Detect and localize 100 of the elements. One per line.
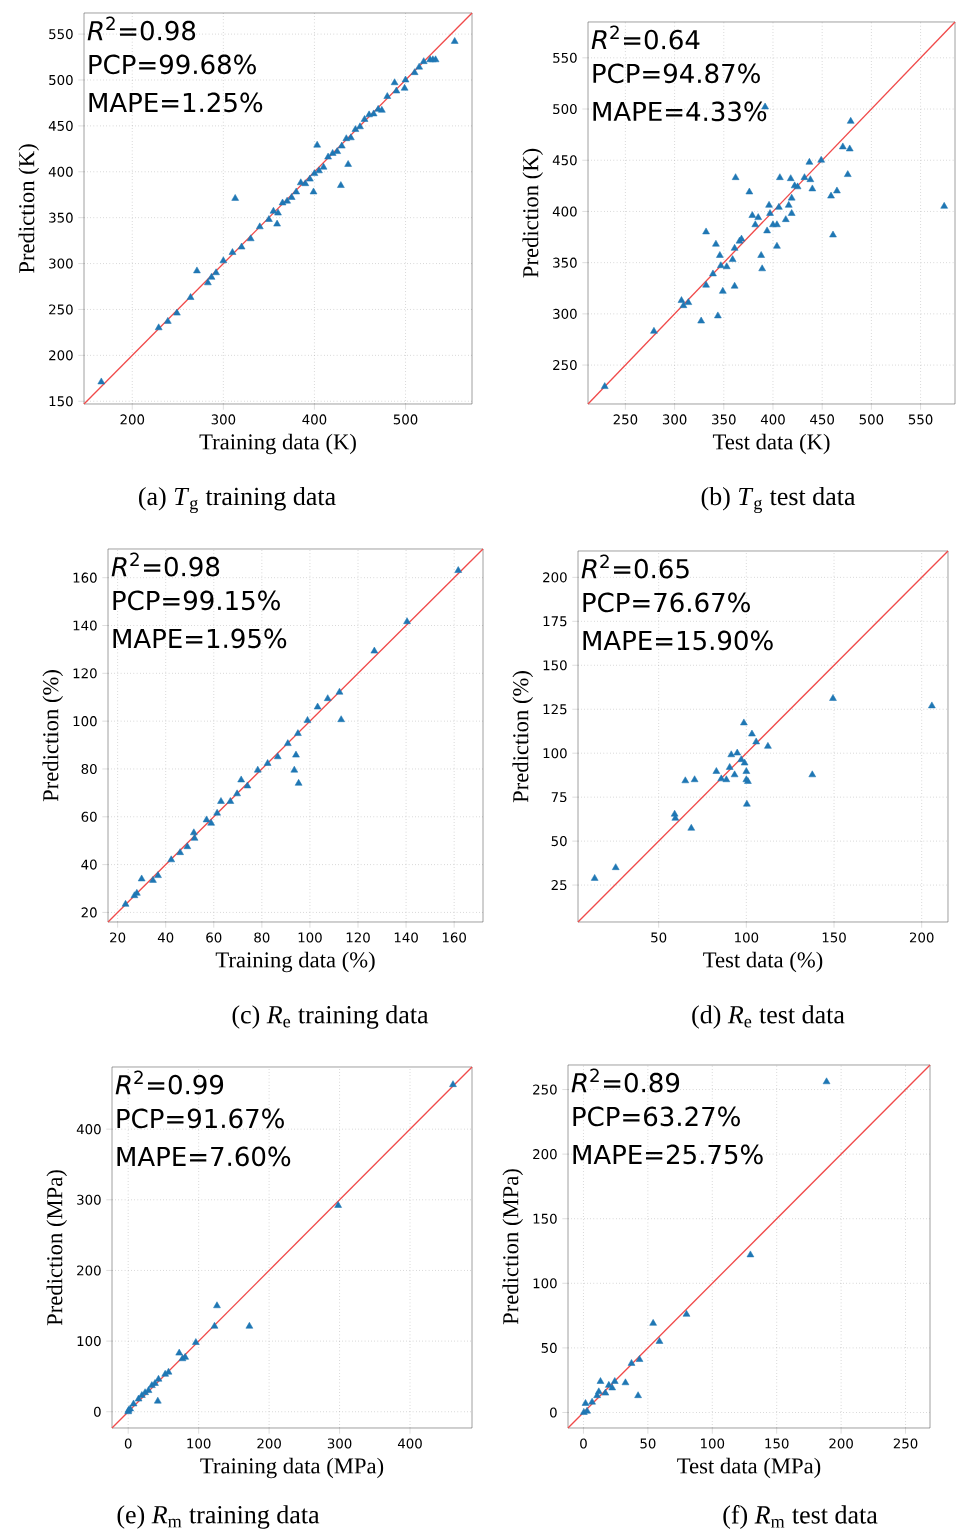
y-axis-title: Prediction (MPa) — [46, 1170, 67, 1326]
y-tick-label: 500 — [553, 103, 577, 115]
y-tick-label: 300 — [77, 1194, 101, 1205]
x-tick-label: 200 — [829, 1438, 853, 1449]
y-axis-title: Prediction (K) — [18, 144, 39, 273]
x-tick-label: 350 — [712, 414, 736, 425]
x-tick-label: 200 — [120, 414, 145, 425]
x-tick-label: 0 — [580, 1438, 587, 1449]
y-tick-label: 120 — [73, 668, 97, 679]
y-tick-label: 80 — [81, 763, 97, 775]
x-tick-label: 400 — [397, 1438, 422, 1449]
y-tick-label: 140 — [73, 620, 97, 631]
y-tick-label: 100 — [543, 748, 567, 759]
y-tick-label: 200 — [543, 572, 567, 583]
y-tick-label: 500 — [49, 74, 73, 86]
y-tick-label: 250 — [49, 304, 73, 315]
annotation: R$^{2}$=0.99 — [115, 1070, 224, 1095]
annotation: MAPE=7.60% — [117, 1146, 291, 1167]
x-tick-label: 300 — [327, 1438, 352, 1449]
x-axis-title: Training data (MPa) — [200, 1457, 384, 1479]
x-tick-label: 250 — [613, 414, 638, 425]
x-tick-label: 250 — [893, 1438, 918, 1449]
x-tick-label: 200 — [257, 1438, 281, 1449]
y-axis-title: Prediction (%) — [512, 671, 533, 803]
annotation: MAPE=1.25% — [89, 92, 263, 113]
annotation: PCP=76.67% — [583, 592, 750, 613]
x-tick-label: 150 — [822, 932, 846, 943]
annotation: R$^{2}$=0.98 — [111, 552, 220, 577]
annotation: MAPE=1.95% — [113, 628, 287, 649]
x-tick-label: 100 — [735, 932, 759, 943]
y-tick-label: 0 — [550, 1407, 557, 1418]
y-tick-label: 250 — [533, 1084, 557, 1095]
annotation: R$^{2}$=0.64 — [591, 25, 700, 50]
y-tick-label: 20 — [81, 907, 97, 918]
x-axis-title: Test data (K) — [712, 433, 830, 455]
text: (a) T$_{g}$ training data — [139, 486, 336, 514]
x-tick-label: 160 — [442, 932, 466, 943]
x-tick-label: 300 — [662, 414, 687, 425]
x-tick-label: 550 — [908, 414, 933, 425]
y-tick-label: 200 — [533, 1149, 557, 1160]
y-tick-label: 200 — [77, 1265, 101, 1276]
text: (f) R$_{m}$ test data — [723, 1505, 878, 1529]
x-tick-label: 60 — [206, 932, 222, 943]
text: (d) R$_{e}$ test data — [692, 1005, 845, 1029]
x-tick-label: 140 — [394, 932, 418, 943]
text: (e) R$_{m}$ training data — [117, 1505, 320, 1529]
y-tick-label: 400 — [552, 206, 577, 217]
annotation: PCP=63.27% — [573, 1106, 740, 1127]
y-tick-label: 350 — [553, 257, 577, 268]
y-tick-label: 250 — [553, 360, 577, 371]
x-tick-label: 100 — [187, 1438, 211, 1449]
annotation: MAPE=4.33% — [593, 101, 767, 122]
x-tick-label: 50 — [651, 932, 667, 943]
y-tick-label: 150 — [533, 1213, 557, 1224]
y-tick-label: 550 — [49, 29, 73, 40]
y-tick-label: 300 — [49, 258, 73, 269]
x-tick-label: 0 — [124, 1438, 132, 1449]
annotation: PCP=99.15% — [113, 590, 280, 611]
y-tick-label: 450 — [48, 120, 73, 131]
x-axis-title: Training data (K) — [199, 433, 356, 455]
y-tick-label: 0 — [93, 1406, 101, 1417]
y-tick-label: 150 — [543, 660, 567, 671]
x-tick-label: 20 — [110, 932, 126, 943]
x-tick-label: 300 — [211, 414, 236, 425]
text: (c) R$_{e}$ training data — [232, 1005, 429, 1029]
y-tick-label: 550 — [553, 52, 577, 63]
x-axis-title: Test data (%) — [703, 951, 823, 973]
y-tick-label: 160 — [73, 572, 97, 583]
y-tick-label: 100 — [73, 716, 97, 727]
annotation: PCP=91.67% — [117, 1108, 284, 1129]
y-tick-label: 100 — [77, 1336, 101, 1347]
y-tick-label: 300 — [553, 308, 577, 319]
y-tick-label: 25 — [551, 880, 567, 891]
x-tick-label: 200 — [909, 932, 934, 943]
x-tick-label: 400 — [760, 414, 785, 425]
annotation: PCP=94.87% — [593, 63, 760, 84]
y-axis-title: Prediction (%) — [42, 670, 63, 802]
x-tick-label: 150 — [765, 1438, 789, 1449]
y-tick-label: 60 — [81, 811, 97, 822]
x-tick-label: 100 — [298, 932, 322, 943]
y-tick-label: 125 — [543, 704, 567, 715]
y-tick-label: 175 — [543, 616, 567, 627]
x-tick-label: 120 — [346, 932, 370, 943]
x-tick-label: 40 — [157, 932, 174, 943]
text: (b) T$_{g}$ test data — [701, 486, 856, 514]
y-tick-label: 150 — [49, 396, 73, 407]
y-axis-title: Prediction (K) — [522, 148, 543, 278]
y-axis-title: Prediction (MPa) — [502, 1169, 523, 1325]
annotation: PCP=99.68% — [89, 54, 256, 75]
x-tick-label: 100 — [701, 1438, 725, 1449]
x-axis-title: Training data (%) — [215, 951, 375, 973]
y-tick-label: 400 — [76, 1124, 101, 1135]
y-tick-label: 100 — [533, 1278, 557, 1289]
y-tick-label: 50 — [551, 836, 567, 847]
x-tick-label: 400 — [302, 414, 327, 425]
x-tick-label: 50 — [640, 1438, 656, 1449]
x-tick-label: 500 — [393, 414, 418, 425]
x-tick-label: 500 — [859, 414, 884, 425]
annotation: MAPE=25.75% — [573, 1144, 763, 1165]
y-tick-label: 400 — [48, 166, 73, 177]
